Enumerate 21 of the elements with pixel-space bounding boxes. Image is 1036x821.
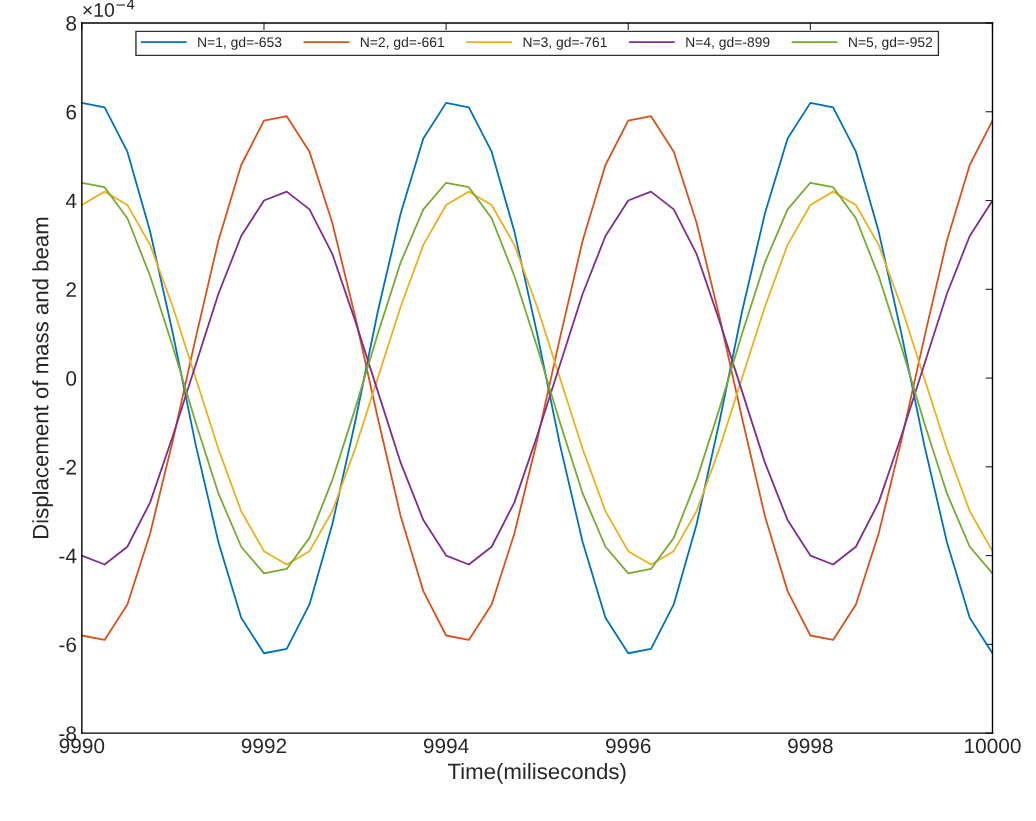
y-tick-label: 4 bbox=[65, 193, 77, 209]
x-tick-label: 9996 bbox=[606, 738, 651, 754]
x-tick-label: 9994 bbox=[423, 738, 469, 754]
legend-label: N=2, gd=-661 bbox=[360, 36, 445, 50]
y-tick-label: 2 bbox=[66, 282, 76, 297]
legend-label: N=4, gd=-899 bbox=[686, 36, 770, 50]
x-tick-label: 9992 bbox=[241, 738, 287, 754]
y-tick-label: -2 bbox=[59, 459, 76, 475]
legend-label: N=5, gd=-952 bbox=[849, 36, 933, 50]
y-tick-label: 8 bbox=[66, 15, 77, 31]
x-tick-label: 10000 bbox=[965, 738, 1021, 754]
x-tick-label: 9998 bbox=[788, 738, 833, 754]
y-tick-label: -4 bbox=[59, 548, 77, 564]
y-tick-label: 0 bbox=[66, 371, 77, 386]
y-axis-title: Displacement of mass and beam bbox=[32, 217, 53, 539]
legend-label: N=3, gd=-761 bbox=[523, 36, 607, 50]
x-axis-title: Time(miliseconds) bbox=[447, 762, 626, 784]
legend-label: N=1, gd=-653 bbox=[198, 36, 282, 50]
text: ×10$^{−4}$ bbox=[83, 0, 135, 17]
y-tick-label: 6 bbox=[66, 104, 77, 120]
y-tick-label: -6 bbox=[59, 637, 77, 653]
